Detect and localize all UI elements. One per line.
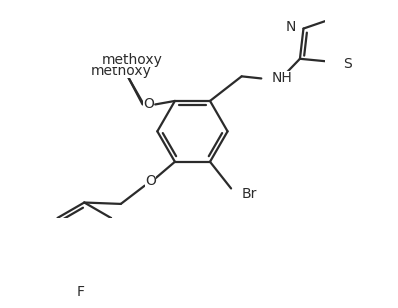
- Text: methoxy: methoxy: [101, 53, 162, 67]
- Text: O: O: [143, 97, 154, 111]
- Text: O: O: [145, 174, 156, 188]
- Text: Br: Br: [242, 187, 257, 201]
- Text: S: S: [343, 57, 352, 71]
- Text: methoxy: methoxy: [91, 64, 152, 78]
- Text: F: F: [77, 286, 85, 299]
- Text: NH: NH: [272, 71, 293, 85]
- Text: N: N: [286, 20, 297, 34]
